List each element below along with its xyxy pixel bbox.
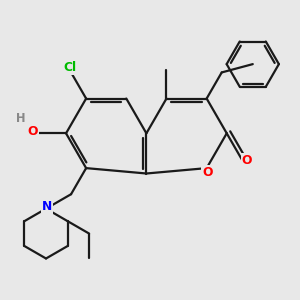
Text: N: N	[42, 200, 52, 213]
Text: O: O	[27, 125, 38, 139]
Text: Cl: Cl	[63, 61, 76, 74]
Text: O: O	[202, 166, 213, 179]
Text: O: O	[242, 154, 252, 167]
Text: H: H	[16, 112, 26, 124]
